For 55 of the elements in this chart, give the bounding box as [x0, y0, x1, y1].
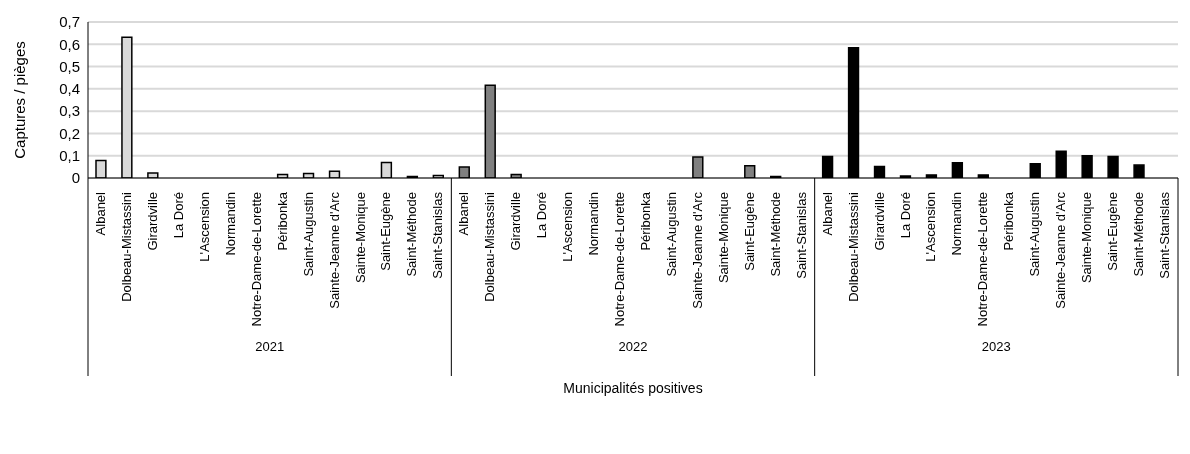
- y-tick-label: 0,7: [59, 13, 80, 31]
- x-tick-label: Normandin: [949, 192, 965, 256]
- x-tick-label: Notre-Dame-de-Lorette: [248, 192, 264, 327]
- x-tick-label: Dolbeau-Mistassini: [845, 191, 861, 302]
- x-tick-label: Saint-Eugène: [741, 192, 757, 271]
- x-tick-label: L'Ascension: [560, 192, 576, 262]
- x-tick-label: Albanel: [819, 191, 835, 236]
- x-tick-label: Sainte-Jeanne d'Arc: [689, 191, 705, 309]
- y-tick-label: 0: [71, 169, 80, 187]
- x-tick-label: Saint-Méthode: [1131, 192, 1147, 277]
- x-tick-label: La Doré: [534, 192, 550, 239]
- x-tick-label: Sainte-Monique: [1079, 192, 1095, 284]
- x-axis-title: Municipalités positives: [563, 380, 703, 396]
- text: 2021: [255, 339, 285, 354]
- y-tick-label: 0,6: [59, 35, 80, 53]
- x-tick-label: Normandin: [586, 192, 602, 256]
- y-tick-label: 0,3: [59, 102, 80, 120]
- x-tick-label: Notre-Dame-de-Lorette: [612, 192, 628, 327]
- x-tick-label: Sainte-Jeanne d'Arc: [326, 191, 342, 309]
- x-tick-label: La Doré: [897, 192, 913, 239]
- x-tick-label: Albanel: [456, 191, 472, 236]
- x-tick-label: Saint-Méthode: [404, 192, 420, 277]
- y-tick-label: 0,1: [59, 147, 80, 165]
- x-tick-label: Dolbeau-Mistassini: [482, 191, 498, 302]
- x-tick-label: Saint-Stanislas: [793, 191, 809, 279]
- x-tick-label: Girardville: [508, 192, 524, 251]
- x-tick-label: Péribonka: [637, 191, 653, 251]
- x-tick-label: Albanel: [92, 191, 108, 236]
- x-tick-label: Saint-Augustin: [300, 192, 316, 277]
- x-tick-label: Saint-Augustin: [1027, 192, 1043, 277]
- x-tick-label: La Doré: [170, 192, 186, 239]
- x-tick-label: Dolbeau-Mistassini: [118, 191, 134, 302]
- x-tick-label: Sainte-Monique: [352, 192, 368, 284]
- x-tick-label: Notre-Dame-de-Lorette: [975, 192, 991, 327]
- y-tick-label: 0,4: [59, 80, 80, 98]
- x-tick-label: L'Ascension: [196, 192, 212, 262]
- x-tick-label: Girardville: [871, 192, 887, 251]
- x-tick-label: Saint-Eugène: [378, 192, 394, 271]
- y-tick-label: 0,2: [59, 124, 80, 142]
- x-tick-label: Péribonka: [274, 191, 290, 251]
- x-tick-label: Saint-Eugène: [1105, 192, 1121, 271]
- x-tick-label: Péribonka: [1001, 191, 1017, 251]
- text: 2022: [618, 339, 648, 354]
- text: 2023: [981, 339, 1011, 354]
- x-tick-label: Girardville: [144, 192, 160, 251]
- y-axis-title: Captures / pièges: [11, 41, 29, 159]
- x-tick-label: Sainte-Jeanne d'Arc: [1053, 191, 1069, 309]
- x-tick-label: Saint-Augustin: [663, 192, 679, 277]
- x-tick-label: Saint-Stanislas: [1157, 191, 1173, 279]
- x-tick-label: L'Ascension: [923, 192, 939, 262]
- x-tick-label: Saint-Stanislas: [430, 191, 446, 279]
- x-tick-label: Normandin: [222, 192, 238, 256]
- y-tick-label: 0,5: [59, 57, 80, 75]
- x-tick-label: Sainte-Monique: [715, 192, 731, 284]
- x-tick-label: Saint-Méthode: [767, 192, 783, 277]
